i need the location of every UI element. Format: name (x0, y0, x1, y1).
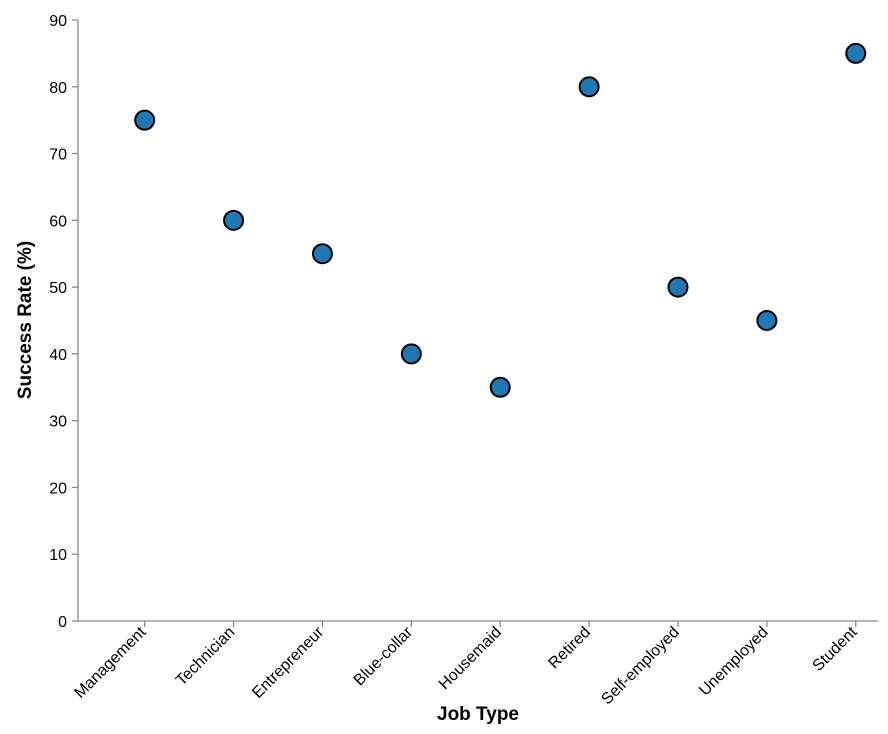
x-tick-label: Retired (545, 624, 593, 672)
data-points (134, 42, 867, 398)
x-tick-label: Unemployed (696, 624, 772, 700)
x-tick-label: Entrepreneur (249, 623, 328, 702)
x-tick-label: Self-employed (598, 624, 682, 708)
x-axis-title: Job Type (437, 704, 519, 725)
y-tick-label: 10 (49, 547, 67, 564)
x-tick-label: Blue-collar (351, 623, 417, 689)
data-point-self-employed (667, 276, 689, 298)
y-tick-label: 90 (49, 13, 67, 30)
data-point-housemaid (489, 376, 511, 398)
y-tick-label: 40 (49, 347, 67, 364)
x-tick-label: Management (71, 623, 149, 701)
y-tick-label: 50 (49, 280, 67, 297)
y-axis-title: Success Rate (%) (15, 241, 36, 399)
y-axis: 0 10 20 30 40 50 60 70 80 90 (49, 13, 79, 631)
data-point-student (845, 42, 867, 64)
data-point-unemployed (756, 310, 778, 331)
data-point-technician (223, 209, 245, 231)
y-tick-label: 20 (49, 480, 67, 497)
x-tick-label: Housemaid (436, 624, 505, 693)
y-tick-label: 60 (49, 213, 67, 230)
y-tick-label: 80 (49, 80, 67, 97)
data-point-management (134, 109, 156, 131)
data-point-blue-collar (400, 343, 422, 365)
y-tick-label: 0 (58, 614, 67, 631)
y-tick-label: 30 (49, 414, 67, 431)
data-point-retired (578, 76, 600, 98)
x-tick-label: Technician (173, 624, 238, 689)
x-axis: Management Technician Entrepreneur Blue-col… (71, 620, 878, 708)
y-tick-label: 70 (49, 147, 67, 164)
data-point-entrepreneur (311, 243, 333, 265)
x-tick-label: Student (810, 623, 861, 674)
